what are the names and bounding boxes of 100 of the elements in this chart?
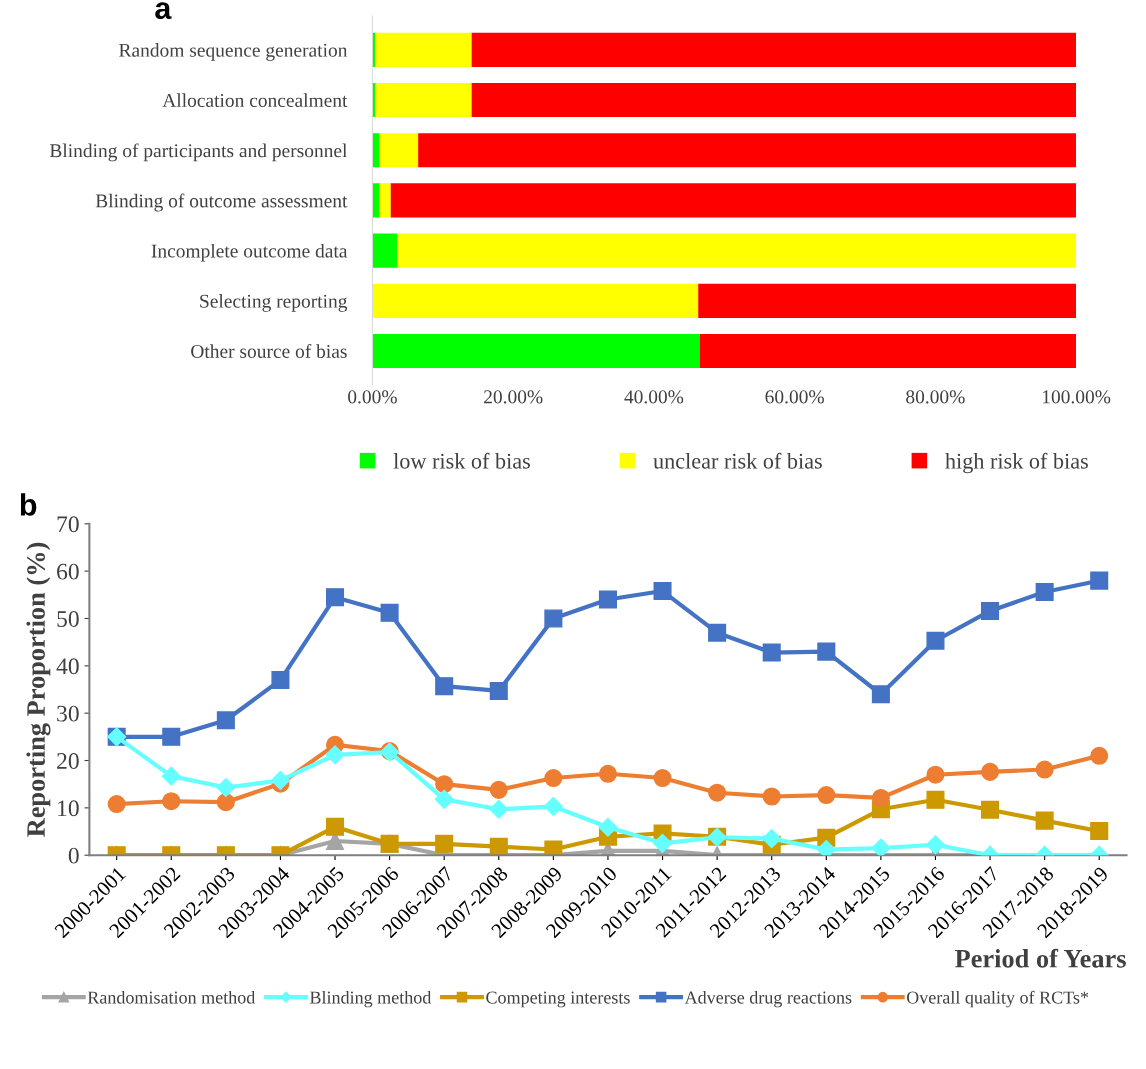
y-tick-label: 0 [68, 847, 79, 864]
point [1090, 822, 1109, 841]
point [489, 799, 509, 819]
legend-label: Randomisation method [87, 990, 256, 1004]
y-tick-label: Incomplete outcome data [151, 243, 348, 262]
bar [418, 133, 1077, 168]
bar [375, 82, 472, 118]
point [926, 765, 945, 784]
point [926, 790, 945, 809]
point [544, 840, 563, 856]
y-tick-label: 70 [57, 516, 79, 533]
point [762, 787, 781, 806]
point [489, 681, 508, 700]
y-tick-label: 30 [57, 705, 79, 722]
point [489, 837, 508, 856]
x-tick-label: 40.00% [624, 390, 684, 404]
y-tick-label: 50 [57, 610, 79, 627]
point [871, 838, 891, 856]
point [544, 609, 563, 628]
legend-label: high risk of bias [945, 452, 1088, 474]
point [489, 780, 508, 799]
y-tick-label: Other source of bias [191, 344, 347, 358]
bar [397, 233, 1077, 268]
y-tick-label: Random sequence generation [119, 43, 348, 61]
bar [379, 133, 419, 168]
point [325, 588, 345, 607]
point [598, 817, 618, 837]
legend-label: Competing interests [486, 991, 630, 1008]
point [1090, 571, 1109, 590]
point [434, 789, 454, 809]
chart-title: a [155, 2, 172, 20]
y-axis-title: Reporting Proportion (%) [26, 542, 51, 837]
point [161, 766, 181, 786]
point [817, 642, 836, 661]
point [380, 603, 399, 622]
point [871, 685, 890, 704]
point [653, 769, 672, 788]
point [216, 777, 236, 798]
point [325, 817, 345, 836]
point [653, 833, 673, 853]
point [817, 786, 836, 805]
point [598, 590, 617, 609]
point [271, 671, 290, 690]
point [325, 745, 345, 765]
point [708, 783, 727, 802]
y-tick-label: Blinding of participants and personnel [49, 143, 348, 162]
bar [471, 82, 1077, 118]
point [1090, 746, 1109, 765]
point [435, 677, 454, 696]
x-axis-title: Period of Years [955, 948, 1126, 968]
point [216, 793, 235, 812]
legend-label: Adverse drug reactions [684, 990, 852, 1008]
point [708, 623, 727, 642]
point [162, 727, 181, 746]
point [544, 769, 563, 788]
point [981, 601, 1000, 620]
point [653, 582, 672, 601]
point [981, 800, 1000, 819]
legend-label: unclear risk of bias [653, 452, 822, 469]
point [762, 643, 781, 662]
x-tick-label: 60.00% [765, 390, 824, 404]
point [162, 792, 181, 811]
bar [699, 333, 1077, 369]
point [981, 762, 1000, 781]
y-tick-label: Blinding of outcome assessment [95, 193, 348, 212]
legend-label: Overall quality of RCTs* [906, 990, 1089, 1008]
bar [375, 32, 472, 67]
point [435, 834, 454, 853]
point [107, 795, 126, 814]
chart-title: b [20, 493, 37, 516]
bar [698, 283, 1077, 318]
legend-label: Blinding method [309, 990, 432, 1008]
point [762, 829, 782, 849]
y-tick-label: Allocation concealment [162, 93, 348, 107]
legend-label: low risk of bias [393, 452, 530, 469]
point [816, 839, 836, 856]
x-tick-label: 100.00% [1042, 390, 1111, 404]
y-tick-label: 60 [57, 563, 79, 580]
y-tick-label: Selecting reporting [200, 294, 348, 312]
x-tick-label: 80.00% [906, 390, 965, 404]
x-tick-label: 20.00% [484, 390, 543, 404]
bar [379, 183, 391, 218]
point [871, 788, 890, 807]
point [1035, 582, 1054, 602]
point [598, 764, 617, 783]
point [543, 796, 563, 816]
point [1035, 811, 1054, 830]
bar [372, 233, 398, 268]
bar [390, 183, 1077, 218]
bar [372, 333, 700, 369]
x-tick-label: 0.00% [348, 390, 397, 404]
point [925, 835, 946, 855]
point [216, 711, 235, 730]
bar [372, 283, 699, 318]
point [1035, 760, 1054, 779]
y-tick-label: 10 [58, 800, 79, 817]
y-tick-label: 40 [56, 658, 79, 675]
bar [471, 32, 1077, 67]
point [926, 631, 945, 650]
y-tick-label: 20 [57, 753, 79, 769]
